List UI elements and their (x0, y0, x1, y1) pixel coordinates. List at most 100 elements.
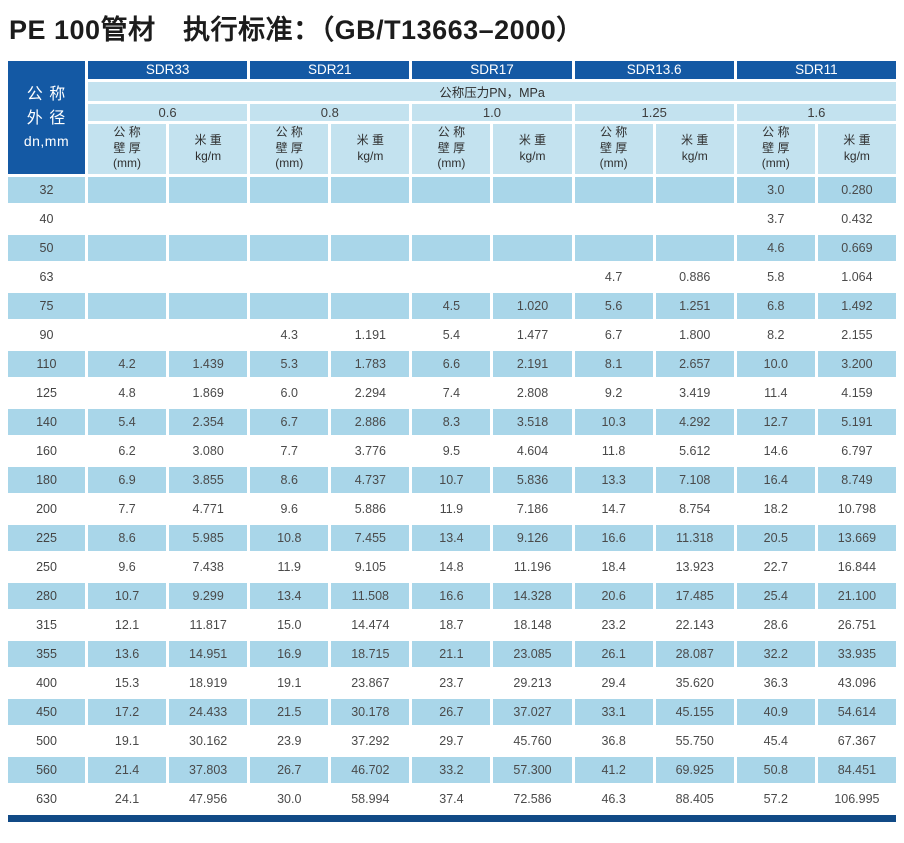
wall-thickness-value (88, 205, 167, 232)
wall-thickness-value: 33.2 (412, 756, 491, 783)
wall-thickness-value: 6.0 (250, 379, 329, 406)
wall-thickness-value: 14.7 (574, 495, 653, 522)
dn-value: 110 (8, 350, 85, 377)
meter-weight-header: 米 重 kg/m (331, 123, 410, 174)
meter-weight-value: 26.751 (817, 611, 896, 638)
wall-thickness-value: 26.7 (412, 698, 491, 725)
meter-weight-value: 2.886 (331, 408, 410, 435)
meter-weight-value: 17.485 (655, 582, 734, 609)
wall-thickness-value: 5.3 (250, 350, 329, 377)
wall-thickness-value: 6.7 (574, 321, 653, 348)
bottom-divider-bar (8, 814, 896, 822)
wall-thickness-value: 4.8 (88, 379, 167, 406)
meter-weight-value: 18.919 (169, 669, 248, 696)
sdr13-6-header: SDR13.6 (574, 60, 734, 79)
meter-weight-value (493, 205, 572, 232)
meter-weight-value: 1.191 (331, 321, 410, 348)
meter-weight-value: 18.715 (331, 640, 410, 667)
meter-weight-value (331, 234, 410, 261)
meter-weight-value: 23.085 (493, 640, 572, 667)
wall-thickness-value: 32.2 (736, 640, 815, 667)
meter-weight-value: 1.477 (493, 321, 572, 348)
meter-weight-value: 2.657 (655, 350, 734, 377)
meter-weight-value: 1.020 (493, 292, 572, 319)
meter-weight-value: 55.750 (655, 727, 734, 754)
meter-weight-value: 2.191 (493, 350, 572, 377)
table-header: 公 称 外 径 dn,mm SDR33 SDR21 SDR17 SDR13.6 … (8, 60, 896, 174)
dn-header-unit: dn,mm (23, 132, 70, 149)
table-row: 63 4.7 0.886 5.8 1.064 (8, 263, 896, 290)
meter-weight-value: 46.702 (331, 756, 410, 783)
wall-thickness-value (88, 234, 167, 261)
meter-weight-value: 3.855 (169, 466, 248, 493)
meter-weight-value: 29.213 (493, 669, 572, 696)
wall-thickness-value: 20.6 (574, 582, 653, 609)
dn-value: 200 (8, 495, 85, 522)
dn-value: 630 (8, 785, 85, 812)
meter-weight-value: 0.432 (817, 205, 896, 232)
wall-thickness-header: 公 称 壁 厚 (mm) (412, 123, 491, 174)
table-row: 560 21.4 37.803 26.7 46.702 33.2 57.300 41.2 69.… (8, 756, 896, 783)
table-row: 200 7.7 4.771 9.6 5.886 11.9 7.186 14.7 8.754 18.… (8, 495, 896, 522)
pn-value: 0.8 (250, 103, 410, 121)
meter-weight-value: 35.620 (655, 669, 734, 696)
meter-weight-value: 0.669 (817, 234, 896, 261)
table-row: 355 13.6 14.951 16.9 18.715 21.1 23.085 26.1 28.… (8, 640, 896, 667)
wall-thickness-value: 6.8 (736, 292, 815, 319)
meter-weight-value: 47.956 (169, 785, 248, 812)
wall-thickness-value: 6.6 (412, 350, 491, 377)
meter-weight-value: 4.292 (655, 408, 734, 435)
dn-value: 450 (8, 698, 85, 725)
table-row: 315 12.1 11.817 15.0 14.474 18.7 18.148 23.2 22.… (8, 611, 896, 638)
table-row: 125 4.8 1.869 6.0 2.294 7.4 2.808 9.2 3.419 11.4 4… (8, 379, 896, 406)
meter-weight-value: 106.995 (817, 785, 896, 812)
meter-weight-value (169, 205, 248, 232)
meter-weight-value: 43.096 (817, 669, 896, 696)
wall-thickness-value: 10.8 (250, 524, 329, 551)
meter-weight-value: 2.294 (331, 379, 410, 406)
wall-thickness-value: 6.2 (88, 437, 167, 464)
wall-thickness-value: 23.7 (412, 669, 491, 696)
wall-thickness-value: 11.9 (412, 495, 491, 522)
meter-weight-value: 3.518 (493, 408, 572, 435)
wall-thickness-value (88, 292, 167, 319)
dn-value: 32 (8, 176, 85, 203)
meter-weight-value: 13.669 (817, 524, 896, 551)
wall-thickness-value: 8.2 (736, 321, 815, 348)
pipe-spec-table: 公 称 外 径 dn,mm SDR33 SDR21 SDR17 SDR13.6 … (5, 58, 899, 815)
meter-weight-value: 2.808 (493, 379, 572, 406)
dn-value: 160 (8, 437, 85, 464)
wall-thickness-value: 10.0 (736, 350, 815, 377)
wall-thickness-value: 24.1 (88, 785, 167, 812)
dn-value: 315 (8, 611, 85, 638)
wall-thickness-value: 23.9 (250, 727, 329, 754)
wall-thickness-value: 5.6 (574, 292, 653, 319)
wall-thickness-value: 6.7 (250, 408, 329, 435)
meter-weight-value: 9.299 (169, 582, 248, 609)
meter-weight-value (331, 176, 410, 203)
wall-thickness-value: 36.3 (736, 669, 815, 696)
wall-thickness-value: 26.1 (574, 640, 653, 667)
wall-thickness-value (250, 205, 329, 232)
meter-weight-value: 5.836 (493, 466, 572, 493)
wall-thickness-value: 8.1 (574, 350, 653, 377)
table-row: 40 3.7 0.432 (8, 205, 896, 232)
dn-value: 75 (8, 292, 85, 319)
wall-thickness-value (574, 176, 653, 203)
meter-weight-value: 10.798 (817, 495, 896, 522)
meter-weight-value (331, 205, 410, 232)
meter-weight-value (169, 176, 248, 203)
meter-weight-value (655, 205, 734, 232)
wall-thickness-value: 22.7 (736, 553, 815, 580)
wall-thickness-value: 6.9 (88, 466, 167, 493)
dn-column-header: 公 称 外 径 dn,mm (8, 60, 85, 174)
wall-thickness-value: 10.3 (574, 408, 653, 435)
meter-weight-value: 88.405 (655, 785, 734, 812)
dn-value: 280 (8, 582, 85, 609)
wall-thickness-value: 9.2 (574, 379, 653, 406)
wall-thickness-value: 3.7 (736, 205, 815, 232)
pn-value: 1.6 (736, 103, 896, 121)
wall-thickness-value: 40.9 (736, 698, 815, 725)
wall-thickness-value: 16.6 (412, 582, 491, 609)
wall-thickness-value: 13.3 (574, 466, 653, 493)
